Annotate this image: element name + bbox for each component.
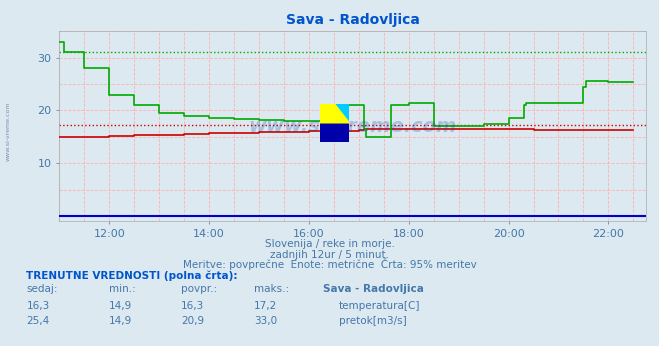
Text: 16,3: 16,3 [181, 301, 204, 311]
Polygon shape [320, 123, 349, 142]
Text: povpr.:: povpr.: [181, 284, 217, 294]
Text: 16,3: 16,3 [26, 301, 49, 311]
Text: 14,9: 14,9 [109, 316, 132, 326]
Text: 20,9: 20,9 [181, 316, 204, 326]
Text: 25,4: 25,4 [26, 316, 49, 326]
Text: Slovenija / reke in morje.: Slovenija / reke in morje. [264, 239, 395, 249]
Bar [335, 104, 349, 123]
Polygon shape [320, 104, 349, 123]
Text: zadnjih 12ur / 5 minut.: zadnjih 12ur / 5 minut. [270, 250, 389, 260]
Text: sedaj:: sedaj: [26, 284, 58, 294]
Text: maks.:: maks.: [254, 284, 289, 294]
Text: pretok[m3/s]: pretok[m3/s] [339, 316, 407, 326]
Text: www.si-vreme.com: www.si-vreme.com [248, 117, 457, 136]
Text: Meritve: povprečne  Enote: metrične  Črta: 95% meritev: Meritve: povprečne Enote: metrične Črta:… [183, 258, 476, 270]
Text: min.:: min.: [109, 284, 136, 294]
Bar [320, 104, 335, 123]
Text: TRENUTNE VREDNOSTI (polna črta):: TRENUTNE VREDNOSTI (polna črta): [26, 270, 238, 281]
Text: 33,0: 33,0 [254, 316, 277, 326]
Text: 14,9: 14,9 [109, 301, 132, 311]
Text: 17,2: 17,2 [254, 301, 277, 311]
Title: Sava - Radovljica: Sava - Radovljica [285, 13, 420, 27]
Text: Sava - Radovljica: Sava - Radovljica [323, 284, 424, 294]
Text: temperatura[C]: temperatura[C] [339, 301, 420, 311]
Text: www.si-vreme.com: www.si-vreme.com [5, 102, 11, 161]
